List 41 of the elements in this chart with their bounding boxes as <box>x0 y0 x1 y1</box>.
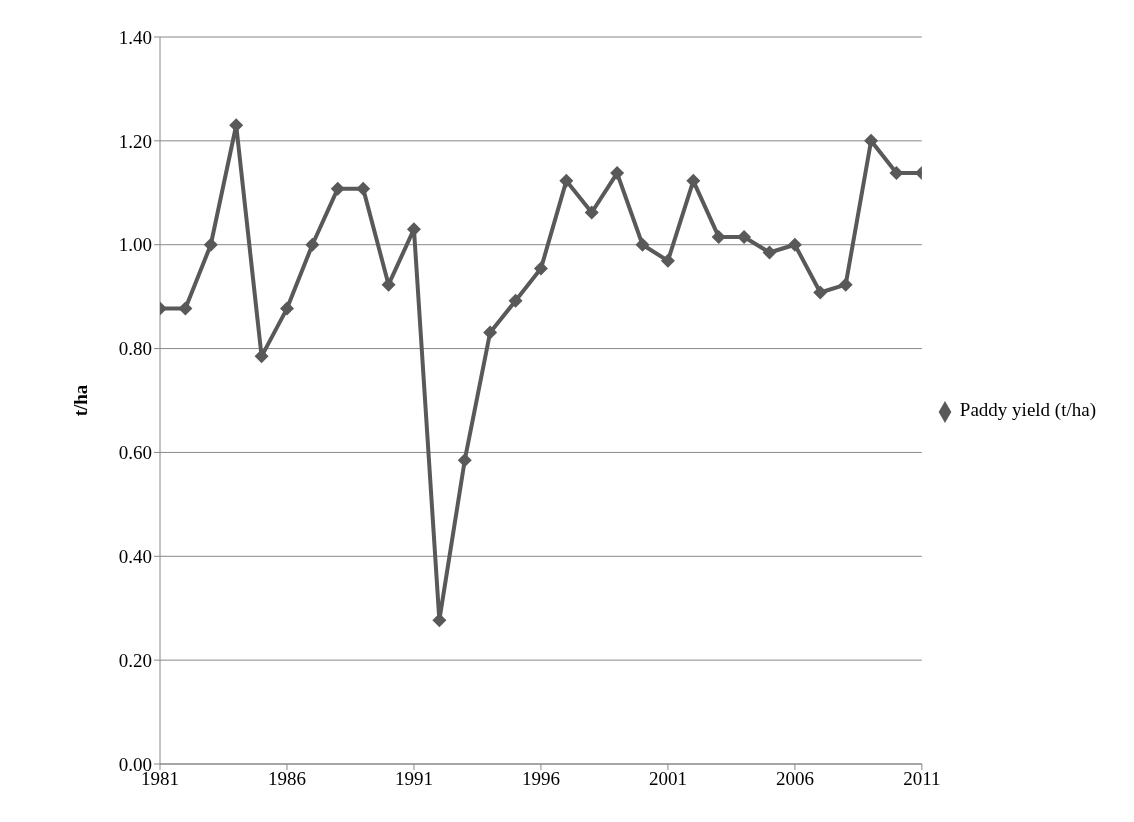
point <box>610 166 625 181</box>
point <box>559 173 574 188</box>
point <box>813 285 828 300</box>
y-tick-label: 0.80 <box>118 338 152 360</box>
point <box>279 301 294 316</box>
y-tick-label: 0.20 <box>118 649 152 671</box>
point <box>584 205 599 220</box>
point <box>787 237 802 252</box>
point <box>330 181 345 196</box>
x-tick-label: 2011 <box>903 768 941 790</box>
point <box>889 166 904 181</box>
y-tick-label: 0.60 <box>118 442 152 464</box>
y-tick-label: 1.20 <box>118 130 152 152</box>
point <box>483 325 498 340</box>
point <box>178 301 193 316</box>
point <box>864 133 879 148</box>
point <box>711 229 726 244</box>
point <box>203 237 218 252</box>
x-tick-label: 1986 <box>267 768 306 790</box>
point <box>508 293 523 308</box>
y-tick-label: 0.40 <box>118 546 152 568</box>
point <box>305 237 320 252</box>
point <box>635 237 650 252</box>
x-tick-label: 1991 <box>394 768 433 790</box>
point <box>838 277 853 292</box>
x-tick-label: 2006 <box>775 768 814 790</box>
point <box>457 453 472 468</box>
point <box>762 245 777 260</box>
point <box>533 261 548 276</box>
point <box>432 613 447 628</box>
y-axis-title: t/ha <box>69 384 91 417</box>
point <box>660 253 675 268</box>
point <box>356 181 371 196</box>
point <box>737 229 752 244</box>
point <box>381 277 396 292</box>
x-tick-label: 2001 <box>648 768 687 790</box>
legend-label: Paddy yield (t/ha) <box>959 399 1096 421</box>
y-tick-label: 1.40 <box>118 26 152 48</box>
y-tick-label: 1.00 <box>118 234 152 256</box>
point <box>686 173 701 188</box>
x-tick-label: 1996 <box>521 768 560 790</box>
